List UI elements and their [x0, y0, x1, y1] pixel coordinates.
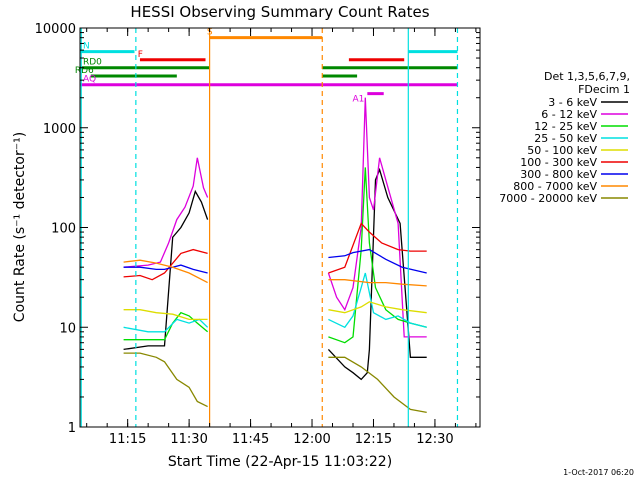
series-6-12-kev-seg-0: [123, 157, 209, 268]
series-12-25-kev-seg-0: [123, 311, 209, 341]
y-tick-label-10: 10: [59, 321, 76, 336]
x-tick-label-11-30: 11:30: [170, 432, 207, 447]
series-12-25-kev-seg-1: [328, 167, 427, 344]
series-7000-20000-kev-seg-0: [123, 352, 208, 408]
x-tick-label-11-15: 11:15: [109, 432, 146, 447]
y-tick-label-1: 1: [68, 421, 76, 436]
flag-label-f: F: [138, 50, 143, 60]
plot-frame: [79, 27, 481, 428]
series-50-100-kev-seg-1: [328, 301, 427, 314]
series-6-12-kev-seg-1: [327, 97, 427, 338]
x-tick-label-12-00: 12:00: [293, 432, 330, 447]
flag-label-a1: A1: [352, 95, 364, 105]
series-25-50-kev-seg-1: [328, 272, 427, 329]
x-tick-label-11-45: 11:45: [232, 432, 269, 447]
series-50-100-kev-seg-0: [123, 309, 208, 321]
legend-label-50-100-kev: 50 - 100 keV: [527, 144, 597, 157]
series-7000-20000-kev-seg-1: [328, 356, 427, 414]
y-tick-label-1000: 1000: [43, 122, 76, 137]
x-tick-label-12-30: 12:30: [416, 432, 453, 447]
flag-bars: NSFRD0RD6AQA1: [75, 28, 458, 105]
flag-label-aq: AQ: [83, 75, 96, 85]
x-tick-label-12-15: 12:15: [355, 432, 392, 447]
series-lines: [123, 97, 427, 414]
legend-label-800-7000-kev: 800 - 7000 keV: [513, 180, 597, 193]
y-axis-label: Count Rate (s⁻¹ detector⁻¹): [12, 132, 28, 322]
series-300-800-kev-seg-0: [123, 264, 208, 274]
legend-header-1: FDecim 1: [578, 83, 630, 96]
flag-label-n: N: [83, 42, 90, 52]
x-axis-label: Start Time (22-Apr-15 11:03:22): [168, 454, 392, 470]
series-100-300-kev-seg-1: [328, 222, 427, 274]
series-300-800-kev-seg-1: [328, 248, 427, 274]
y-tick-label-10000: 10000: [35, 22, 76, 37]
legend-label-7000-20000-kev: 7000 - 20000 keV: [499, 192, 597, 205]
flag-label-rd6: RD6: [75, 66, 94, 76]
flag-label-rd0: RD0: [83, 58, 102, 68]
chart-title: HESSI Observing Summary Count Rates: [130, 3, 429, 21]
series-3-6-kev-seg-0: [123, 189, 209, 351]
series-100-300-kev-seg-0: [123, 248, 208, 281]
series-800-7000-kev-seg-0: [123, 259, 208, 284]
legend-label-300-800-kev: 300 - 800 keV: [520, 168, 597, 181]
legend-header-0: Det 1,3,5,6,7,9,: [544, 70, 630, 83]
series-3-6-kev-seg-1: [327, 167, 427, 381]
legend-label-25-50-kev: 25 - 50 keV: [534, 132, 597, 145]
legend-label-3-6-kev: 3 - 6 keV: [548, 96, 597, 109]
legend-label-12-25-kev: 12 - 25 keV: [534, 120, 597, 133]
series-800-7000-kev-seg-1: [328, 279, 427, 287]
legend-label-6-12-kev: 6 - 12 keV: [541, 108, 597, 121]
legend-label-100-300-kev: 100 - 300 keV: [520, 156, 597, 169]
y-tick-label-100: 100: [51, 222, 76, 237]
axis-ticks: 11:15 11:30 11:45 12:00 12:15 12:30 1 10 100 1000…: [35, 22, 480, 447]
footer-timestamp: 1-Oct-2017 06:20: [563, 468, 634, 477]
